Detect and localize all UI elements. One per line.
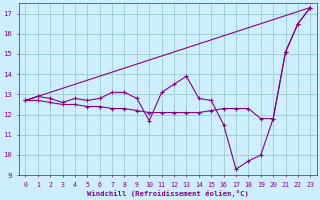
X-axis label: Windchill (Refroidissement éolien,°C): Windchill (Refroidissement éolien,°C) [87, 190, 249, 197]
